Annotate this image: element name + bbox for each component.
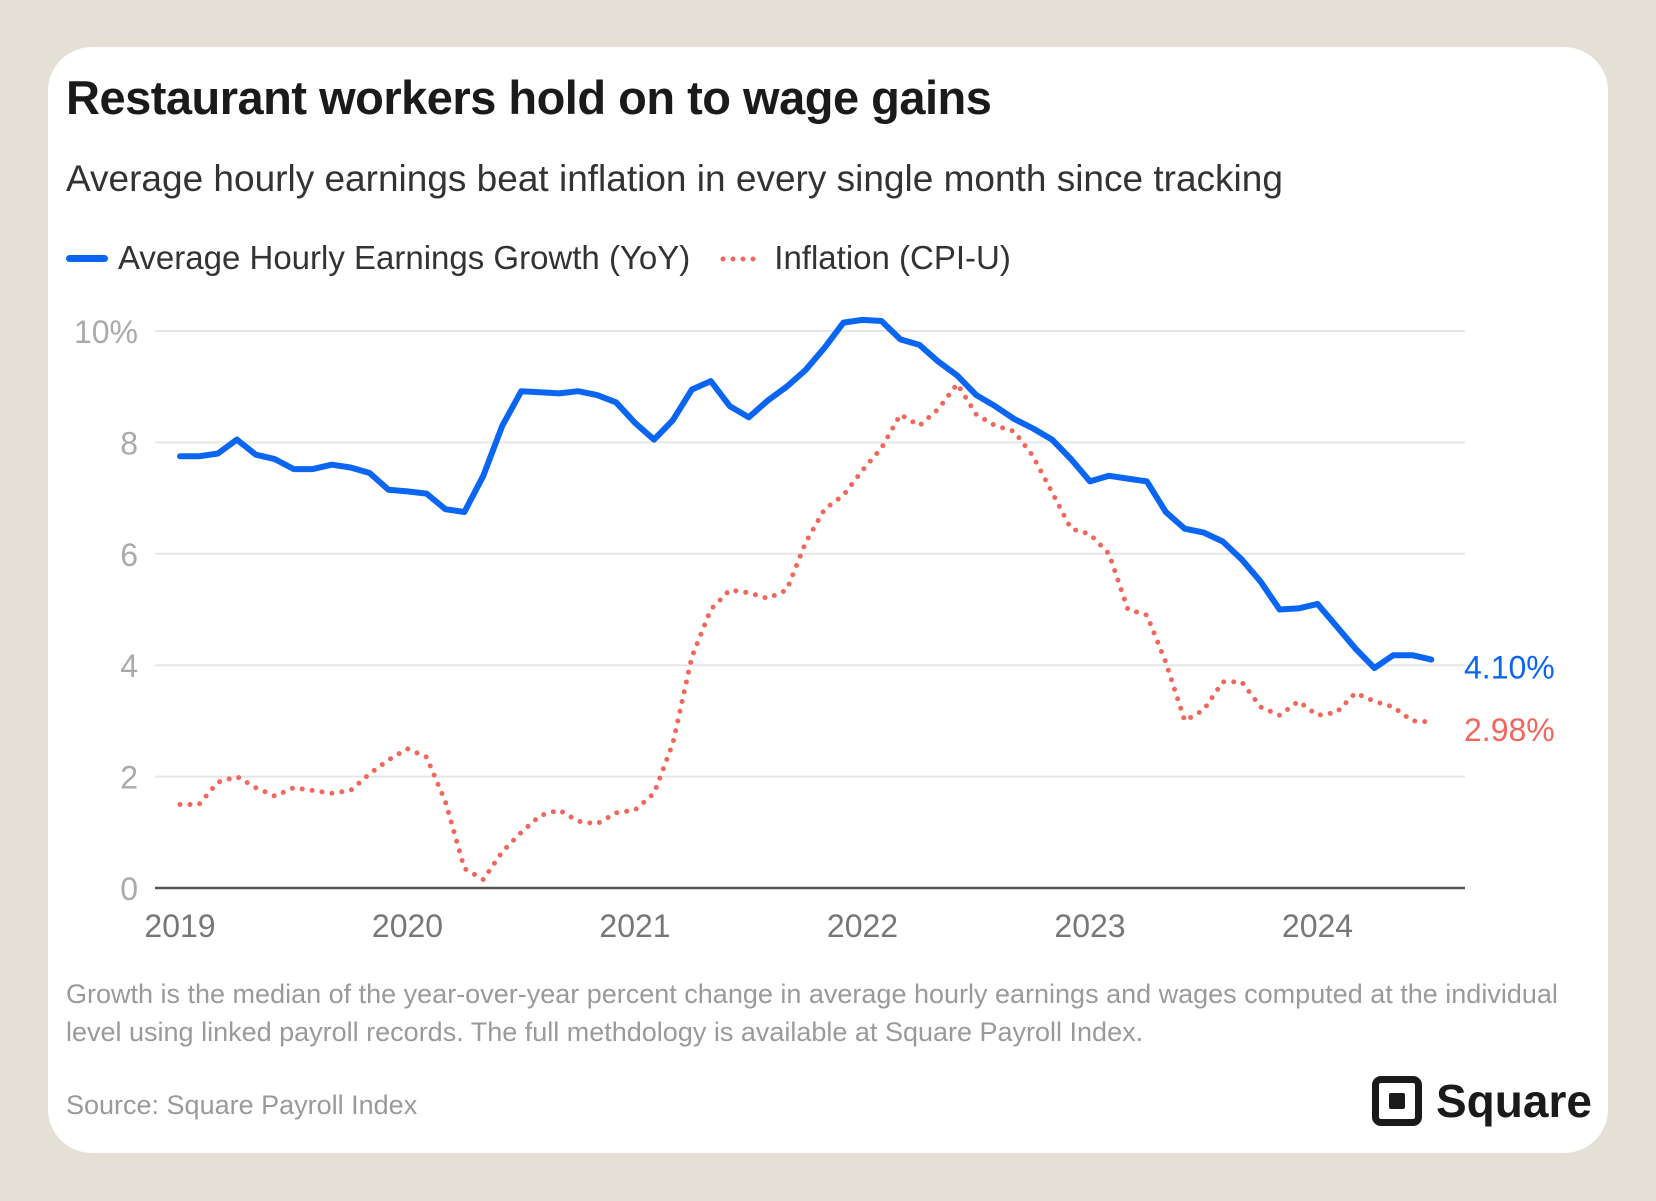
square-logo-icon (1372, 1076, 1422, 1126)
source-note: Source: Square Payroll Index (66, 1090, 418, 1120)
chart-legend: Average Hourly Earnings Growth (YoY) Inf… (66, 236, 1011, 280)
chart-title: Restaurant workers hold on to wage gains (66, 71, 992, 124)
y-tick-label: 6 (120, 537, 138, 573)
x-tick-label: 2021 (599, 908, 670, 944)
inflation-end-label: 2.98% (1464, 712, 1555, 748)
legend-swatch-inflation (720, 256, 763, 261)
legend-swatch-earnings (66, 254, 108, 262)
x-tick-label: 2024 (1282, 908, 1353, 944)
y-tick-label: 0 (120, 871, 138, 907)
earnings-end-label: 4.10% (1464, 650, 1555, 686)
chart-card (48, 47, 1608, 1153)
x-tick-label: 2022 (827, 908, 898, 944)
x-tick-label: 2023 (1054, 908, 1125, 944)
legend-label-earnings: Average Hourly Earnings Growth (YoY) (118, 239, 691, 276)
y-tick-label: 2 (120, 760, 138, 796)
square-logo-text: Square (1436, 1075, 1592, 1127)
y-tick-label: 10% (74, 314, 138, 350)
square-logo: Square (1372, 1073, 1592, 1129)
x-tick-label: 2020 (372, 908, 443, 944)
earnings-series-line (177, 316, 1435, 671)
x-tick-label: 2019 (144, 908, 215, 944)
y-tick-label: 8 (120, 425, 138, 461)
footnote: Growth is the median of the year-over-ye… (66, 979, 1558, 1047)
inflation-series-line (177, 381, 1434, 883)
chart-subtitle: Average hourly earnings beat inflation i… (66, 158, 1283, 199)
y-tick-label: 4 (120, 648, 138, 684)
line-chart: 0 2 4 6 8 10% 2019 2020 2021 2022 2023 2024 4.10% 2.9… (74, 314, 1555, 944)
legend-label-inflation: Inflation (CPI-U) (774, 239, 1011, 276)
